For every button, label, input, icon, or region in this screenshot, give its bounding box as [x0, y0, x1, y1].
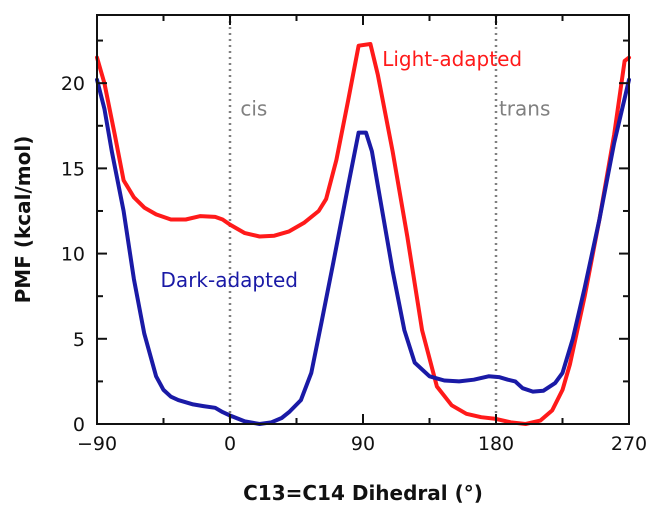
y-axis-title: PMF (kcal/mol) [11, 136, 35, 304]
y-tick-label: 0 [73, 414, 85, 436]
x-axis-title: C13=C14 Dihedral (°) [243, 481, 483, 505]
x-tick-label: 180 [478, 433, 514, 455]
series-lines [95, 42, 631, 426]
reference-lines [228, 15, 498, 424]
y-tick-label: 15 [61, 158, 85, 180]
y-tick-label: 20 [61, 73, 85, 95]
chart-labels: cis trans Light-adapted Dark-adapted [161, 47, 551, 292]
series-line-dark-adapted [95, 77, 631, 426]
x-tick-label: 270 [611, 433, 647, 455]
vline-label-trans: trans [499, 97, 550, 121]
y-tick-label: 5 [73, 329, 85, 351]
series-label-dark-adapted: Dark-adapted [161, 268, 298, 292]
x-tick-label: −90 [77, 433, 117, 455]
y-tick-label: 10 [61, 244, 85, 266]
x-tick-label: 0 [224, 433, 236, 455]
series-label-light-adapted: Light-adapted [382, 47, 522, 71]
series-line-light-adapted [95, 42, 631, 426]
x-tick-label: 90 [351, 433, 375, 455]
vline-label-cis: cis [240, 97, 267, 121]
